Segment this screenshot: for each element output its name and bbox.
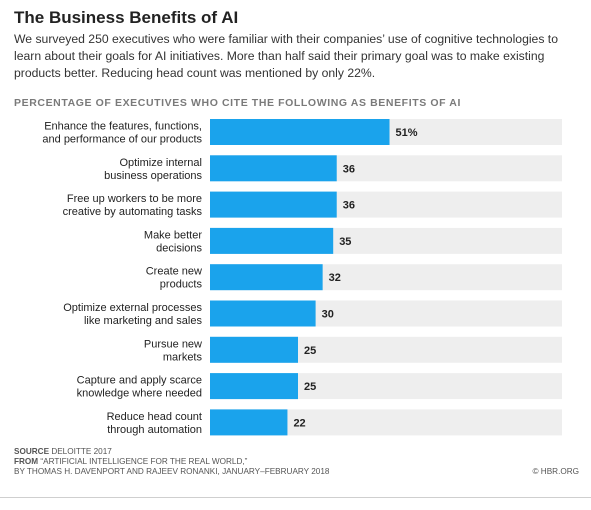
- data-label: 22: [293, 417, 305, 429]
- category-label: Free up workers to be more creative by au…: [63, 193, 203, 218]
- category-label: Create new products: [146, 266, 203, 291]
- bar: [210, 409, 288, 436]
- bar: [210, 264, 323, 291]
- bottom-divider: [0, 497, 591, 498]
- source-value: DELOITTE 2017: [51, 447, 112, 456]
- copyright: © HBR.ORG: [532, 467, 579, 476]
- from-line: FROM “ARTIFICIAL INTELLIGENCE FOR THE RE…: [14, 457, 579, 467]
- category-label: Optimize internal business operations: [104, 157, 202, 182]
- bar: [210, 227, 334, 254]
- source-line: SOURCE DELOITTE 2017: [14, 447, 579, 457]
- bar: [210, 119, 390, 145]
- bar-chart: 51% Enhance the features, functions, and p…: [42, 119, 562, 436]
- bar: [210, 155, 337, 182]
- bar: [210, 300, 316, 327]
- data-label: 36: [343, 200, 355, 212]
- category-label: Enhance the features, functions, and perf…: [42, 121, 202, 146]
- source-key: SOURCE: [14, 447, 50, 456]
- chart-footer: SOURCE DELOITTE 2017 FROM “ARTIFICIAL IN…: [14, 447, 579, 477]
- chart-subtitle: We surveyed 250 executives who were fami…: [14, 32, 558, 80]
- category-label: Pursue new markets: [144, 338, 203, 363]
- data-label: 25: [304, 381, 316, 393]
- data-label: 35: [339, 236, 351, 248]
- data-label: 51%: [396, 127, 418, 139]
- bar: [210, 336, 298, 363]
- category-label: Make better decisions: [144, 229, 203, 254]
- data-label: 25: [304, 345, 316, 357]
- bar: [210, 191, 337, 218]
- data-label: 36: [343, 163, 355, 175]
- data-label: 30: [322, 309, 334, 321]
- from-key: FROM: [14, 457, 39, 466]
- data-label: 32: [329, 272, 341, 284]
- category-label: Capture and apply scarce knowledge where …: [77, 375, 202, 400]
- from-value: “ARTIFICIAL INTELLIGENCE FOR THE REAL WO…: [40, 457, 248, 466]
- chart-heading: PERCENTAGE OF EXECUTIVES WHO CITE THE FO…: [14, 97, 461, 109]
- byline: BY THOMAS H. DAVENPORT AND RAJEEV RONANK…: [14, 467, 330, 476]
- category-label: Reduce head count through automation: [107, 411, 202, 436]
- bar: [210, 373, 298, 400]
- chart-title: The Business Benefits of AI: [14, 8, 239, 27]
- category-label: Optimize external processes like marketin…: [63, 302, 202, 327]
